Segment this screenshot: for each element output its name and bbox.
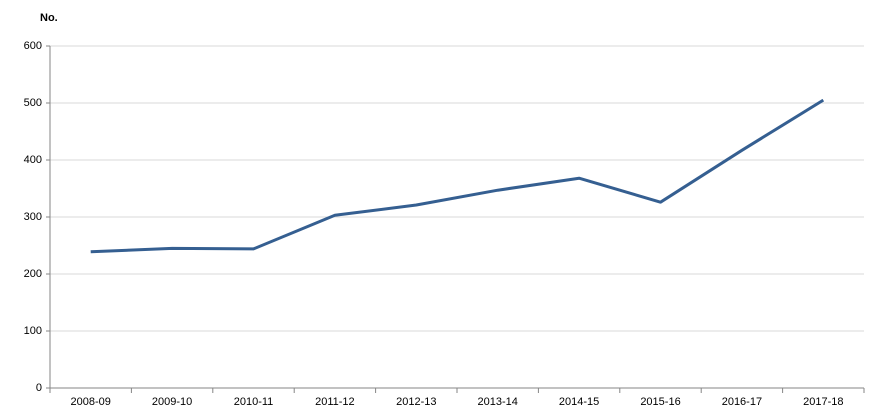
- x-tick-label: 2014-15: [559, 396, 599, 408]
- y-tick-label: 600: [24, 40, 42, 52]
- x-tick-label: 2010-11: [234, 396, 274, 408]
- y-tick-label: 200: [24, 268, 42, 280]
- y-tick-label: 500: [24, 97, 42, 109]
- data-line: [90, 98, 825, 254]
- x-tick-label: 2008-09: [71, 396, 111, 408]
- y-tick-label: 0: [36, 382, 42, 394]
- y-tick-label: 300: [24, 211, 42, 223]
- y-tick-label: 400: [24, 154, 42, 166]
- x-tick-label: 2016-17: [722, 396, 762, 408]
- x-tick-label: 2012-13: [396, 396, 436, 408]
- x-tick-label: 2011-12: [315, 396, 355, 408]
- x-tick-label: 2017-18: [803, 396, 843, 408]
- y-tick-label: 100: [24, 325, 42, 337]
- x-tick-label: 2013-14: [478, 396, 518, 408]
- x-tick-label: 2015-16: [640, 396, 680, 408]
- x-tick-label: 2009-10: [152, 396, 192, 408]
- y-axis-label: No.: [40, 12, 58, 24]
